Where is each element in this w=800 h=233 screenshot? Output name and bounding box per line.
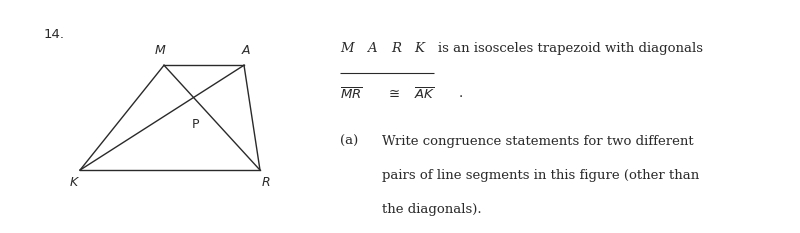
Text: the diagonals).: the diagonals). xyxy=(382,203,482,216)
Text: $\overline{MR}$: $\overline{MR}$ xyxy=(340,87,362,103)
Text: R: R xyxy=(262,176,270,189)
Text: pairs of line segments in this figure (other than: pairs of line segments in this figure (o… xyxy=(382,169,699,182)
Text: M: M xyxy=(154,44,166,57)
Text: .: . xyxy=(458,87,462,100)
Text: $\overline{AK}$: $\overline{AK}$ xyxy=(414,87,435,103)
Text: $\cong$: $\cong$ xyxy=(386,87,401,100)
Text: is an isosceles trapezoid with diagonals: is an isosceles trapezoid with diagonals xyxy=(438,42,703,55)
Text: R: R xyxy=(391,42,401,55)
Text: K: K xyxy=(414,42,424,55)
Text: K: K xyxy=(70,176,78,189)
Text: A: A xyxy=(242,44,250,57)
Text: A: A xyxy=(367,42,377,55)
Text: M: M xyxy=(340,42,354,55)
Text: P: P xyxy=(192,118,199,131)
Text: 14.: 14. xyxy=(44,28,65,41)
Text: Write congruence statements for two different: Write congruence statements for two diff… xyxy=(382,135,694,148)
Text: (a): (a) xyxy=(340,135,358,148)
